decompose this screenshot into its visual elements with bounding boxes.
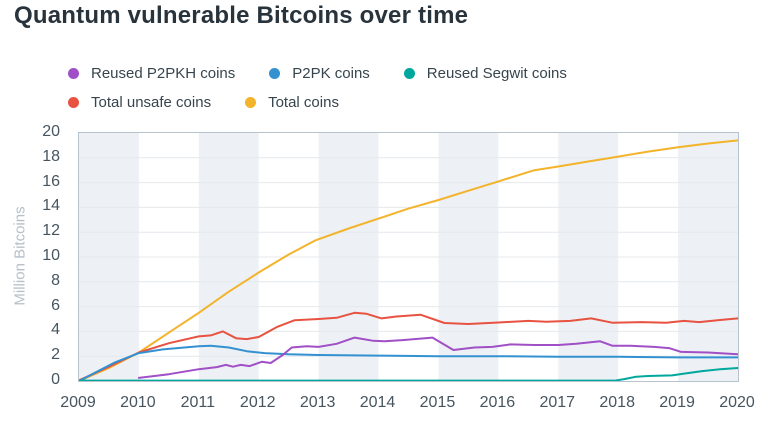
y-tick-label: 2 [51,346,60,364]
x-tick-label: 2014 [359,394,396,411]
x-tick-label: 2010 [120,394,156,411]
chart-title: Quantum vulnerable Bitcoins over time [14,2,469,29]
line-chart [79,133,738,381]
x-tick-label: 2012 [239,394,276,411]
plot-area [78,132,739,382]
legend-item-total-coins[interactable]: Total coins [245,92,339,113]
legend-label: P2PK coins [292,65,370,82]
legend-swatch-total-coins [245,97,257,108]
x-tick-label: 2011 [180,394,216,411]
y-tick-label: 14 [42,197,60,215]
x-tick-label: 2019 [659,394,695,411]
legend-label: Total coins [268,94,339,111]
y-tick-label: 4 [51,321,60,339]
legend-item-reused-segwit-coins[interactable]: Reused Segwit coins [403,63,567,84]
y-tick-label: 20 [42,123,60,140]
y-tick-label: 6 [51,296,60,314]
x-tick-label: 2015 [419,394,456,411]
legend-swatch-reused-segwit-coins [403,68,415,79]
x-tick-label: 2013 [299,394,336,411]
x-tick-label: 2016 [479,394,516,411]
legend-item-total-unsafe-coins[interactable]: Total unsafe coins [68,92,211,113]
legend-item-p2pk-coins[interactable]: P2PK coins [269,63,370,84]
y-tick-label: 18 [42,147,60,165]
x-tick-label: 2020 [719,394,755,411]
legend-swatch-reused-p2pkh-coins [68,68,79,79]
legend-label: Total unsafe coins [91,94,212,111]
legend: Reused P2PKH coins P2PK coins Reused Segwi… [68,63,678,113]
y-tick-label: 12 [42,222,60,240]
y-tick-label: 0 [51,371,60,388]
legend-swatch-total-unsafe-coins [68,97,79,108]
x-tick-label: 2018 [599,394,635,411]
legend-label: Reused P2PKH coins [91,65,236,82]
legend-label: Reused Segwit coins [426,65,567,82]
legend-item-reused-p2pkh-coins[interactable]: Reused P2PKH coins [68,63,235,84]
x-tick-label: 2017 [539,394,576,411]
x-tick-label: 2009 [60,394,96,411]
legend-swatch-p2pk-coins [269,68,281,79]
y-tick-label: 16 [42,172,60,190]
y-tick-label: 8 [51,271,60,289]
y-tick-label: 10 [42,247,60,264]
